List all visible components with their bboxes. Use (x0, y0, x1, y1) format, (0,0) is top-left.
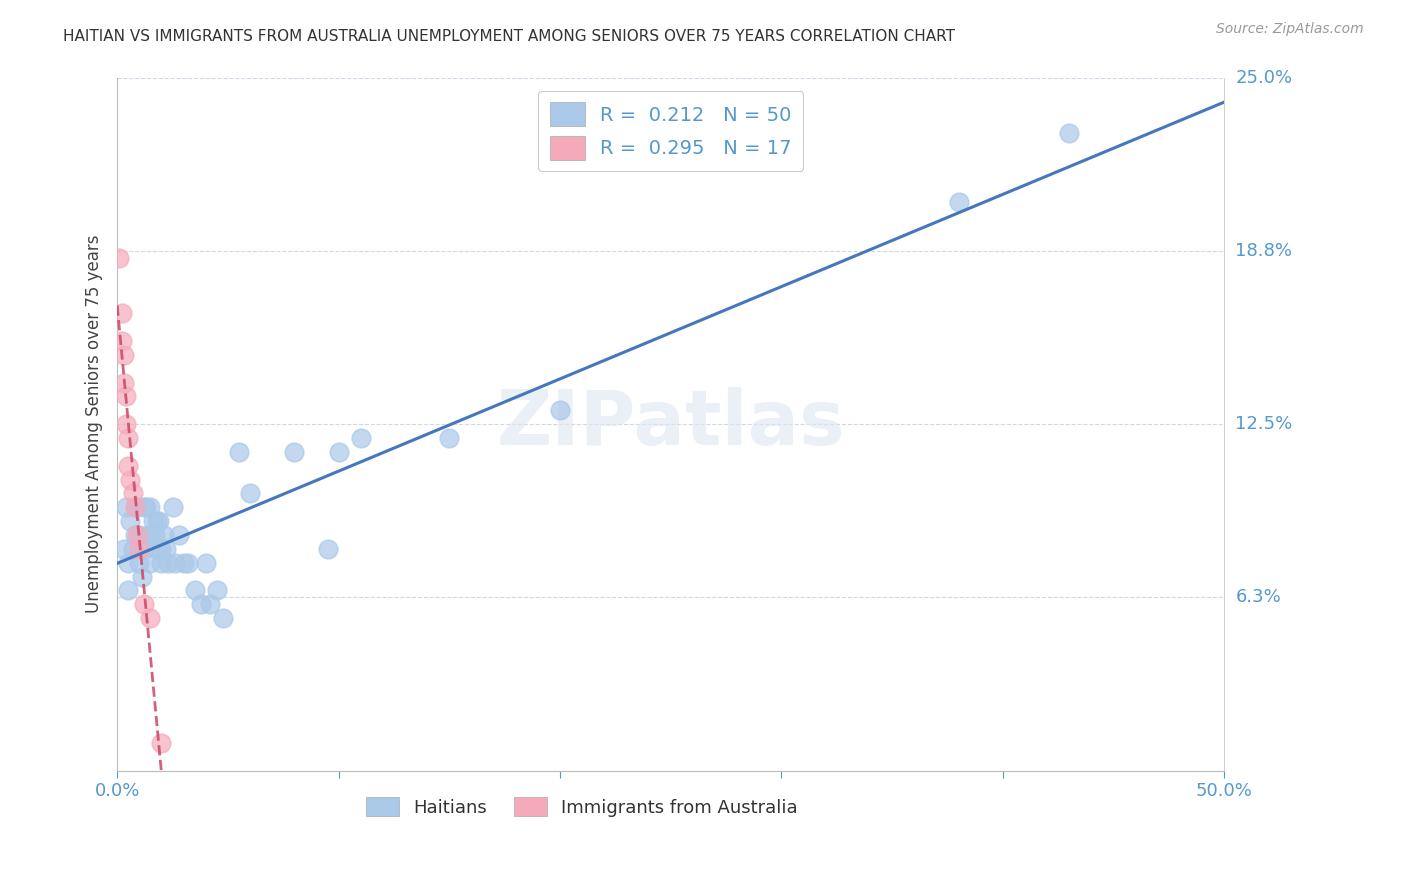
Point (120, 473, 142, 487)
Point (328, 445, 350, 459)
Point (212, 611, 235, 625)
Point (183, 583, 205, 598)
Point (135, 500, 157, 515)
Point (115, 417, 138, 431)
Point (110, 306, 132, 320)
Point (150, 541, 173, 556)
Point (132, 598, 155, 612)
Point (117, 431, 139, 445)
Point (205, 583, 228, 598)
Point (132, 541, 155, 556)
Text: ZIPatlas: ZIPatlas (496, 387, 845, 461)
Text: HAITIAN VS IMMIGRANTS FROM AUSTRALIA UNEMPLOYMENT AMONG SENIORS OVER 75 YEARS CO: HAITIAN VS IMMIGRANTS FROM AUSTRALIA UNE… (63, 29, 955, 44)
Point (316, 541, 339, 556)
Point (283, 445, 305, 459)
Point (548, 403, 571, 417)
Point (127, 528, 149, 542)
Point (112, 541, 135, 556)
Point (121, 486, 143, 500)
Text: 25.0%: 25.0% (1236, 69, 1292, 87)
Text: 6.3%: 6.3% (1236, 589, 1281, 607)
Point (131, 569, 153, 583)
Point (128, 556, 150, 570)
Point (139, 611, 162, 625)
Point (108, 251, 131, 265)
Point (112, 348, 135, 362)
Point (128, 541, 150, 556)
Point (120, 514, 142, 528)
Point (139, 500, 162, 515)
Point (115, 389, 138, 403)
Point (124, 500, 146, 515)
Point (190, 598, 212, 612)
Point (139, 556, 162, 570)
Point (117, 556, 139, 570)
Point (167, 528, 190, 542)
Point (152, 528, 174, 542)
Text: Source: ZipAtlas.com: Source: ZipAtlas.com (1216, 22, 1364, 37)
Point (150, 736, 173, 750)
Text: 12.5%: 12.5% (1236, 415, 1292, 434)
Point (146, 541, 169, 556)
Point (148, 514, 170, 528)
Point (146, 514, 169, 528)
Point (155, 541, 177, 556)
Legend: Haitians, Immigrants from Australia: Haitians, Immigrants from Australia (360, 790, 806, 824)
Point (198, 598, 221, 612)
Point (173, 556, 195, 570)
Point (177, 556, 200, 570)
Point (239, 486, 262, 500)
Point (163, 556, 186, 570)
Y-axis label: Unemployment Among Seniors over 75 years: Unemployment Among Seniors over 75 years (86, 235, 103, 614)
Point (115, 500, 138, 515)
Point (194, 556, 217, 570)
Text: 18.8%: 18.8% (1236, 242, 1292, 260)
Point (948, 195, 970, 210)
Point (142, 514, 165, 528)
Point (110, 334, 132, 348)
Point (121, 541, 143, 556)
Point (439, 431, 461, 445)
Point (350, 431, 373, 445)
Point (124, 528, 146, 542)
Point (132, 500, 155, 515)
Point (1057, 126, 1080, 140)
Point (117, 458, 139, 473)
Point (112, 376, 135, 390)
Point (162, 500, 184, 515)
Point (124, 500, 146, 515)
Point (117, 583, 139, 598)
Point (127, 500, 149, 515)
Point (128, 528, 150, 542)
Point (150, 556, 173, 570)
Point (157, 556, 180, 570)
Point (143, 528, 166, 542)
Point (228, 445, 250, 459)
Point (139, 528, 162, 542)
Point (136, 528, 159, 542)
